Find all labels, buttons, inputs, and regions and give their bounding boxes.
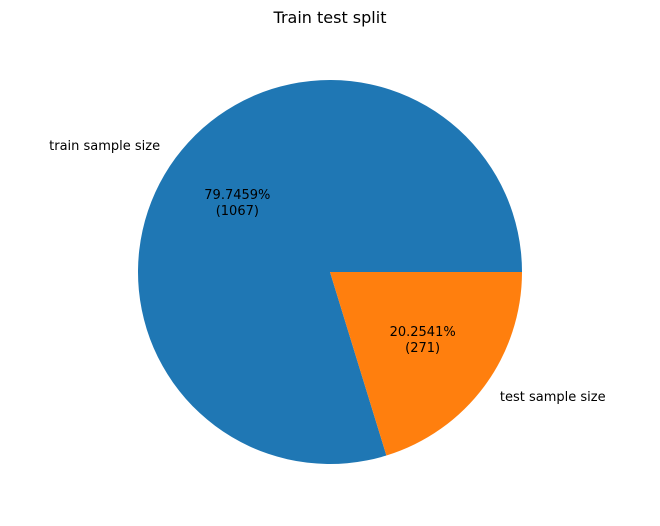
slice-percent-test-sample-size: 20.2541%: [390, 325, 456, 340]
slice-count-test-sample-size: (271): [405, 341, 440, 356]
chart-title: Train test split: [273, 8, 387, 27]
pie-slices: [138, 80, 522, 465]
slice-count-train-sample-size: (1067): [216, 204, 259, 219]
pie-labels: train sample size 79.7459%(1067) test samp…: [49, 139, 605, 405]
slice-label-test-sample-size: test sample size: [500, 390, 606, 405]
pie-slice-test-sample-size: [330, 272, 522, 456]
pie-slice-train-sample-size: [138, 80, 522, 465]
slice-label-train-sample-size: train sample size: [49, 139, 160, 154]
slice-percent-train-sample-size: 79.7459%: [204, 188, 270, 203]
